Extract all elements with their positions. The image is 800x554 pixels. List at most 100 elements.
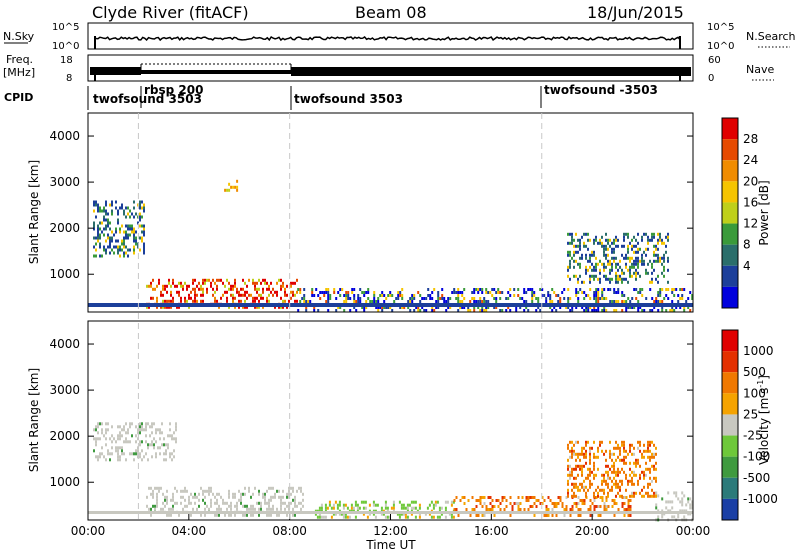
data-cell [319,291,322,294]
data-cell [627,280,629,284]
data-cell [400,503,403,507]
x-tick-label: 00:00 [676,524,711,538]
data-cell [639,491,641,495]
data-cell [633,271,635,275]
data-cell [434,503,437,507]
data-cell [387,294,390,297]
data-cell [410,500,413,504]
data-cell [276,290,278,294]
data-cell [593,297,596,300]
data-cell [152,492,154,496]
data-cell [531,505,534,508]
data-cell [549,499,552,502]
data-cell [573,502,576,505]
data-cell [523,300,526,303]
data-cell [581,499,584,502]
data-cell [152,489,154,493]
data-cell [278,513,280,517]
data-cell [691,503,694,507]
data-cell [139,236,141,240]
data-cell [593,452,595,456]
data-cell [256,501,258,505]
data-cell [383,300,386,303]
data-cell [228,305,230,309]
data-cell [353,306,356,309]
colorbar-label: -1000 [743,492,778,506]
data-cell [655,452,657,456]
data-cell [637,458,639,462]
data-cell [169,455,171,459]
data-cell [563,514,566,517]
data-cell [171,452,173,456]
data-cell [647,238,649,242]
data-cell [398,515,401,519]
data-cell [404,515,407,519]
colorbar-segment [722,181,738,203]
data-cell [639,476,641,480]
data-cell [105,251,107,255]
data-cell [631,491,633,495]
data-cell [103,206,105,210]
data-cell [625,309,628,312]
data-cell [495,499,498,502]
data-cell [609,288,612,291]
data-cell [436,500,439,504]
data-cell [481,496,484,499]
data-cell [531,496,534,499]
data-cell [537,306,540,309]
data-cell [651,277,653,281]
data-cell [270,290,272,294]
data-cell [117,458,119,462]
nave-tick-bottom: 0 [708,73,714,84]
data-cell [166,495,168,499]
data-cell [184,498,186,502]
data-cell [461,496,464,499]
data-cell [605,464,607,468]
data-cell [276,507,278,511]
data-cell [559,297,562,300]
data-cell [569,309,572,312]
data-cell [103,227,105,231]
data-cell [154,504,156,508]
data-cell [607,473,609,477]
data-cell [97,422,99,426]
data-cell [633,244,635,248]
data-cell [589,297,592,300]
data-cell [575,482,577,486]
data-cell [593,253,595,257]
data-cell [194,278,196,282]
colorbar-label: 24 [743,153,758,167]
data-cell [651,309,654,312]
data-cell [347,291,350,294]
data-cell [236,504,238,508]
data-cell [571,452,573,456]
data-cell [242,278,244,282]
data-cell [587,259,589,263]
data-cell [332,503,335,507]
data-cell [342,512,345,516]
data-cell [165,452,167,456]
data-cell [380,512,383,516]
data-cell [115,227,117,231]
data-cell [613,467,615,471]
data-cell [689,291,692,294]
data-cell [655,297,658,300]
colorbar-segment [722,118,738,140]
data-cell [617,262,619,266]
data-cell [657,232,659,236]
data-cell [583,499,586,502]
data-cell [101,422,103,426]
data-cell [155,431,157,435]
data-cell [172,281,174,285]
data-cell [661,262,663,266]
data-cell [651,271,653,275]
data-cell [250,495,252,499]
data-cell [597,300,600,303]
data-cell [555,505,558,508]
data-cell [101,431,103,435]
data-cell [437,291,440,294]
data-cell [336,503,339,507]
data-cell [266,501,268,505]
data-cell [210,501,212,505]
